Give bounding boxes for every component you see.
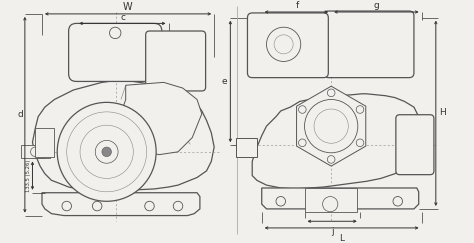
Circle shape	[356, 139, 364, 147]
Polygon shape	[297, 86, 366, 166]
FancyBboxPatch shape	[396, 115, 434, 175]
Text: e: e	[222, 77, 228, 86]
Circle shape	[102, 147, 111, 156]
Circle shape	[67, 112, 146, 192]
Text: c: c	[120, 12, 125, 21]
Text: W: W	[123, 2, 132, 12]
Text: f: f	[295, 1, 299, 10]
Circle shape	[276, 197, 285, 206]
Text: 133.5 (5.26): 133.5 (5.26)	[26, 159, 31, 192]
Circle shape	[57, 102, 156, 201]
FancyBboxPatch shape	[146, 31, 206, 91]
Circle shape	[109, 27, 121, 39]
Bar	[236, 138, 257, 156]
Polygon shape	[252, 94, 423, 189]
Circle shape	[145, 201, 154, 211]
Bar	[21, 145, 50, 158]
Circle shape	[266, 27, 301, 61]
Circle shape	[328, 156, 335, 163]
Circle shape	[393, 197, 402, 206]
Circle shape	[304, 99, 358, 153]
Circle shape	[274, 35, 293, 54]
Circle shape	[31, 147, 40, 156]
Text: H: H	[438, 108, 446, 117]
Bar	[36, 128, 55, 156]
Circle shape	[299, 106, 306, 113]
Circle shape	[314, 109, 348, 143]
Text: d: d	[17, 110, 23, 119]
Polygon shape	[33, 80, 214, 191]
Polygon shape	[42, 193, 200, 216]
FancyBboxPatch shape	[247, 13, 328, 78]
Bar	[304, 188, 357, 212]
Circle shape	[62, 201, 72, 211]
Circle shape	[299, 139, 306, 147]
Polygon shape	[116, 82, 202, 155]
Circle shape	[356, 106, 364, 113]
FancyBboxPatch shape	[324, 11, 414, 78]
Text: L: L	[339, 234, 344, 243]
Circle shape	[95, 140, 118, 163]
Circle shape	[323, 197, 338, 212]
FancyBboxPatch shape	[69, 23, 162, 81]
Text: g: g	[374, 1, 380, 10]
Circle shape	[80, 125, 133, 178]
Circle shape	[328, 89, 335, 97]
Polygon shape	[262, 188, 419, 209]
Text: j: j	[331, 227, 333, 236]
Circle shape	[173, 201, 183, 211]
Circle shape	[92, 201, 102, 211]
